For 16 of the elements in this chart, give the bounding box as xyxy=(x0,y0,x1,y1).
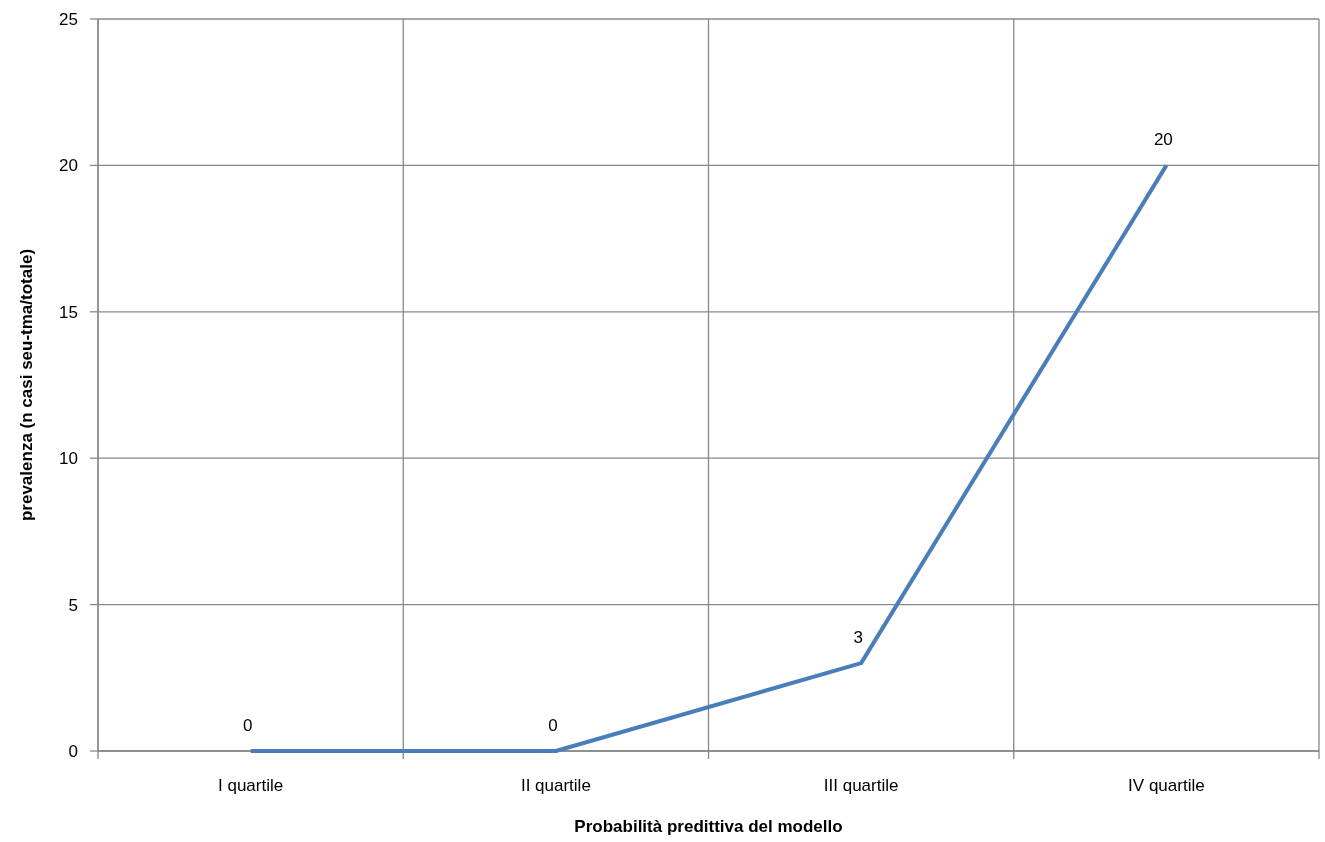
x-axis-title: Probabilità predittiva del modello xyxy=(574,816,843,836)
x-tick-label: IV quartile xyxy=(1128,775,1205,795)
data-label: 0 xyxy=(548,716,558,735)
data-label: 0 xyxy=(242,716,253,735)
data-label: 3 xyxy=(853,628,863,648)
y-tick-label: 10 xyxy=(59,449,78,469)
y-tick-label: 0 xyxy=(68,741,78,761)
x-tick-label: I quartile xyxy=(218,775,284,795)
y-tick-label: 5 xyxy=(68,595,78,615)
x-tick-label: III quartile xyxy=(823,775,899,795)
data-label: 20 xyxy=(1153,130,1173,150)
y-tick-label: 20 xyxy=(59,156,78,176)
x-tick-label: II quartile xyxy=(520,775,591,795)
y-tick-label: 15 xyxy=(59,302,78,322)
y-tick-label: 25 xyxy=(59,9,78,29)
y-axis-title: prevalenza (n casi seu-tma/totale) xyxy=(17,248,36,522)
